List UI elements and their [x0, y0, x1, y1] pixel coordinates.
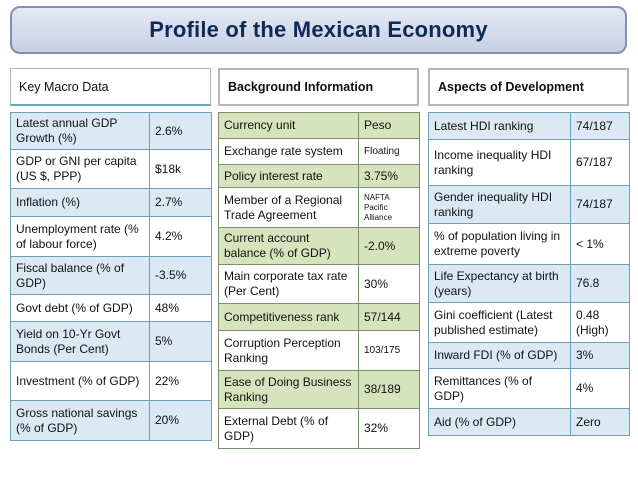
- table-row: Investment (% of GDP) 22%: [10, 361, 212, 401]
- table-row: GDP or GNI per capita (US $, PPP) $18k: [10, 149, 212, 189]
- row-label: Remittances (% of GDP): [428, 368, 571, 409]
- table-row: Income inequality HDI ranking 67/187: [428, 139, 630, 186]
- row-label: Latest HDI ranking: [428, 112, 571, 140]
- row-label: Policy interest rate: [218, 164, 359, 188]
- row-value: 32%: [358, 408, 420, 449]
- row-label: External Debt (% of GDP): [218, 408, 359, 449]
- panel-background-information: Background Information Currency unit Peso…: [218, 68, 420, 449]
- table-row: Govt debt (% of GDP) 48%: [10, 294, 212, 322]
- row-label: Ease of Doing Business Ranking: [218, 370, 359, 409]
- row-value: 4%: [570, 368, 630, 409]
- row-label: Life Expectancy at birth (years): [428, 264, 571, 303]
- table-row: Currency unit Peso: [218, 112, 420, 139]
- table-row: Fiscal balance (% of GDP) -3.5%: [10, 256, 212, 295]
- table-row: Latest HDI ranking 74/187: [428, 112, 630, 140]
- row-value: 3.75%: [358, 164, 420, 188]
- row-value: NAFTA Pacific Alliance: [358, 187, 420, 228]
- row-value: -2.0%: [358, 227, 420, 265]
- row-value: 30%: [358, 264, 420, 304]
- row-label: Fiscal balance (% of GDP): [10, 256, 150, 295]
- table-row: % of population living in extreme povert…: [428, 223, 630, 265]
- panel-heading: Key Macro Data: [10, 68, 211, 106]
- table-row: Life Expectancy at birth (years) 76.8: [428, 264, 630, 303]
- row-label: % of population living in extreme povert…: [428, 223, 571, 265]
- row-value: 4.2%: [149, 216, 212, 257]
- row-label: Member of a Regional Trade Agreement: [218, 187, 359, 228]
- row-value: 103/175: [358, 330, 420, 371]
- table-row: Latest annual GDP Growth (%) 2.6%: [10, 112, 212, 150]
- row-value: 3%: [570, 342, 630, 369]
- panel-aspects-of-development: Aspects of Development Latest HDI rankin…: [428, 68, 630, 436]
- title-banner: Profile of the Mexican Economy: [10, 6, 627, 54]
- row-label: Inflation (%): [10, 188, 150, 217]
- row-label: Unemployment rate (% of labour force): [10, 216, 150, 257]
- table-row: Remittances (% of GDP) 4%: [428, 368, 630, 409]
- row-label: Yield on 10-Yr Govt Bonds (Per Cent): [10, 321, 150, 362]
- table-row: Gender inequality HDI ranking 74/187: [428, 185, 630, 224]
- table-row: Policy interest rate 3.75%: [218, 164, 420, 188]
- table-row: Ease of Doing Business Ranking 38/189: [218, 370, 420, 409]
- data-table: Currency unit Peso Exchange rate system Flo…: [218, 112, 420, 449]
- table-row: Inward FDI (% of GDP) 3%: [428, 342, 630, 369]
- table-row: Member of a Regional Trade Agreement NAFT…: [218, 187, 420, 228]
- row-value: Floating: [358, 138, 420, 165]
- row-label: Competitiveness rank: [218, 303, 359, 331]
- row-value: 22%: [149, 361, 212, 401]
- row-value: 57/144: [358, 303, 420, 331]
- table-row: Unemployment rate (% of labour force) 4.2…: [10, 216, 212, 257]
- row-label: Exchange rate system: [218, 138, 359, 165]
- row-value: 74/187: [570, 185, 630, 224]
- table-row: Yield on 10-Yr Govt Bonds (Per Cent) 5%: [10, 321, 212, 362]
- data-table: Latest annual GDP Growth (%) 2.6% GDP or G…: [10, 112, 212, 441]
- data-table: Latest HDI ranking 74/187 Income inequalit…: [428, 112, 630, 436]
- panel-heading: Background Information: [218, 68, 419, 106]
- row-value: 48%: [149, 294, 212, 322]
- row-value: 76.8: [570, 264, 630, 303]
- table-row: Corruption Perception Ranking 103/175: [218, 330, 420, 371]
- row-value: 2.7%: [149, 188, 212, 217]
- row-label: Gender inequality HDI ranking: [428, 185, 571, 224]
- row-value: $18k: [149, 149, 212, 189]
- table-row: Aid (% of GDP) Zero: [428, 408, 630, 436]
- row-label: Income inequality HDI ranking: [428, 139, 571, 186]
- row-label: Gini coefficient (Latest published estim…: [428, 302, 571, 343]
- table-row: Current account balance (% of GDP) -2.0%: [218, 227, 420, 265]
- table-row: Inflation (%) 2.7%: [10, 188, 212, 217]
- row-label: Corruption Perception Ranking: [218, 330, 359, 371]
- table-row: Gross national savings (% of GDP) 20%: [10, 400, 212, 441]
- row-label: Govt debt (% of GDP): [10, 294, 150, 322]
- row-label: Main corporate tax rate (Per Cent): [218, 264, 359, 304]
- row-value: 67/187: [570, 139, 630, 186]
- table-row: Gini coefficient (Latest published estim…: [428, 302, 630, 343]
- row-label: Current account balance (% of GDP): [218, 227, 359, 265]
- row-value: 38/189: [358, 370, 420, 409]
- row-label: Latest annual GDP Growth (%): [10, 112, 150, 150]
- row-label: Currency unit: [218, 112, 359, 139]
- row-label: Gross national savings (% of GDP): [10, 400, 150, 441]
- row-value: Zero: [570, 408, 630, 436]
- row-value: 2.6%: [149, 112, 212, 150]
- table-row: External Debt (% of GDP) 32%: [218, 408, 420, 449]
- row-label: Investment (% of GDP): [10, 361, 150, 401]
- row-label: Inward FDI (% of GDP): [428, 342, 571, 369]
- row-value: -3.5%: [149, 256, 212, 295]
- row-value: Peso: [358, 112, 420, 139]
- row-label: GDP or GNI per capita (US $, PPP): [10, 149, 150, 189]
- row-value: 0.48 (High): [570, 302, 630, 343]
- row-value: < 1%: [570, 223, 630, 265]
- row-label: Aid (% of GDP): [428, 408, 571, 436]
- table-row: Exchange rate system Floating: [218, 138, 420, 165]
- table-row: Main corporate tax rate (Per Cent) 30%: [218, 264, 420, 304]
- table-row: Competitiveness rank 57/144: [218, 303, 420, 331]
- row-value: 20%: [149, 400, 212, 441]
- row-value: 5%: [149, 321, 212, 362]
- page-title: Profile of the Mexican Economy: [149, 17, 488, 42]
- row-value: 74/187: [570, 112, 630, 140]
- panel-key-macro-data: Key Macro Data Latest annual GDP Growth …: [10, 68, 212, 441]
- panel-heading: Aspects of Development: [428, 68, 629, 106]
